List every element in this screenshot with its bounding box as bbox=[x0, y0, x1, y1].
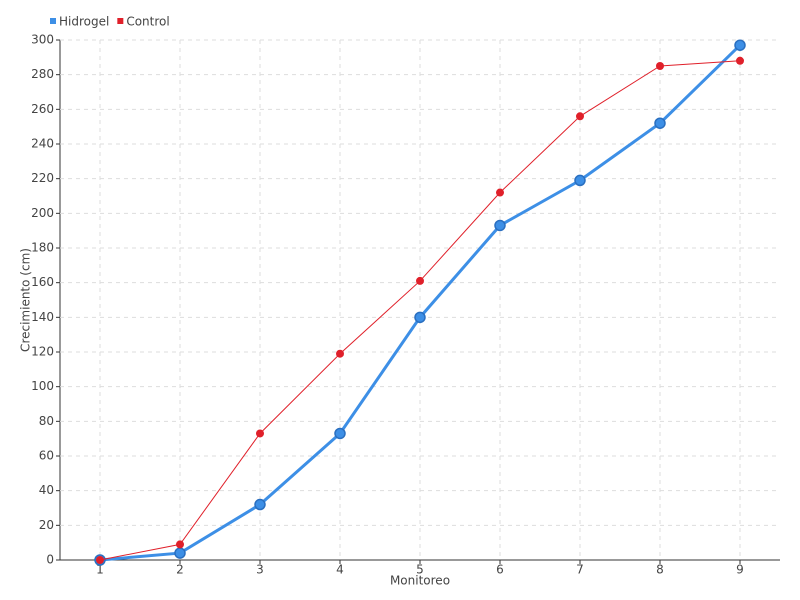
y-tick-label: 180 bbox=[31, 241, 54, 255]
y-tick-label: 40 bbox=[39, 483, 54, 497]
data-point bbox=[496, 188, 504, 197]
legend-label: Hidrogel bbox=[59, 15, 109, 29]
data-point bbox=[254, 498, 266, 511]
data-point bbox=[574, 174, 586, 187]
y-tick-label: 160 bbox=[31, 275, 54, 289]
x-tick-label: 4 bbox=[336, 563, 344, 577]
y-tick-label: 260 bbox=[31, 102, 54, 116]
legend-swatch bbox=[50, 18, 56, 24]
y-tick-label: 300 bbox=[31, 33, 54, 47]
y-tick-label: 100 bbox=[31, 379, 54, 393]
data-point bbox=[654, 117, 666, 129]
legend-label: Control bbox=[126, 15, 169, 29]
data-point bbox=[256, 429, 264, 438]
x-tick-label: 8 bbox=[656, 563, 664, 577]
x-axis-title: Monitoreo bbox=[390, 574, 450, 588]
data-point bbox=[336, 349, 344, 358]
y-tick-label: 0 bbox=[46, 553, 54, 567]
data-point bbox=[576, 112, 584, 121]
data-point bbox=[174, 547, 186, 559]
data-point bbox=[494, 219, 506, 232]
y-tick-label: 240 bbox=[31, 137, 54, 151]
data-point bbox=[734, 39, 746, 51]
x-tick-label: 9 bbox=[736, 563, 744, 577]
data-point bbox=[414, 311, 426, 324]
data-point bbox=[96, 556, 104, 564]
x-tick-label: 7 bbox=[576, 563, 584, 577]
x-tick-label: 2 bbox=[176, 563, 184, 577]
y-tick-label: 220 bbox=[31, 171, 54, 185]
y-tick-label: 200 bbox=[31, 206, 54, 220]
y-tick-label: 20 bbox=[39, 518, 54, 532]
x-tick-label: 5 bbox=[416, 563, 424, 577]
y-axis-title: Crecimiento (cm) bbox=[19, 248, 33, 352]
y-tick-label: 60 bbox=[39, 449, 54, 463]
data-point bbox=[736, 56, 744, 65]
legend-swatch bbox=[117, 18, 124, 24]
y-tick-label: 120 bbox=[31, 345, 54, 359]
y-tick-label: 80 bbox=[39, 414, 54, 428]
data-point bbox=[334, 427, 346, 440]
data-point bbox=[656, 62, 664, 70]
y-tick-label: 140 bbox=[31, 310, 54, 324]
x-tick-label: 3 bbox=[256, 563, 264, 577]
data-point bbox=[416, 276, 424, 285]
x-tick-label: 1 bbox=[96, 563, 104, 577]
data-point bbox=[176, 540, 184, 549]
y-tick-label: 280 bbox=[31, 67, 54, 81]
x-tick-label: 6 bbox=[496, 563, 504, 577]
